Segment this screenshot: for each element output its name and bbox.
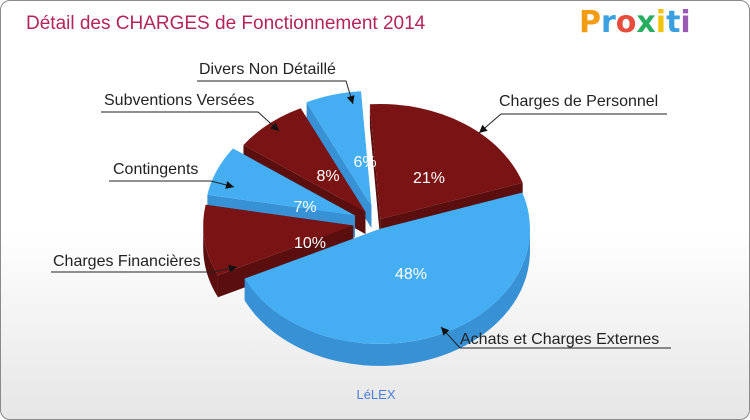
arrow-head xyxy=(228,264,237,273)
percent-label: 6% xyxy=(353,154,376,171)
arrow-head xyxy=(270,122,279,131)
slice-top xyxy=(203,204,354,276)
callout-label: Subventions Versées xyxy=(101,92,280,132)
arrow-head xyxy=(441,327,450,336)
category-label: Contingents xyxy=(113,161,198,178)
category-label: Achats et Charges Externes xyxy=(460,331,659,348)
slice-side xyxy=(244,228,530,366)
percent-label: 7% xyxy=(293,199,316,216)
percent-label: 10% xyxy=(294,235,326,252)
percent-label: 48% xyxy=(395,266,427,283)
callout-label: Charges Financières xyxy=(51,253,238,273)
leader-line xyxy=(197,80,354,105)
callout-label: Achats et Charges Externes xyxy=(440,326,671,349)
slice-top xyxy=(243,108,366,212)
logo-letter: r xyxy=(601,5,616,40)
arrow-head xyxy=(225,181,234,189)
arrow-head xyxy=(346,95,355,104)
slice-achats-charges-externes[interactable] xyxy=(244,192,530,366)
slice-cut-face xyxy=(369,104,381,242)
leader-line xyxy=(51,266,238,273)
category-label: Charges de Personnel xyxy=(499,93,658,110)
logo-letter: x xyxy=(636,5,656,40)
logo-letter: i xyxy=(655,5,667,40)
leader-line xyxy=(440,326,671,349)
commune-label: LéLEX xyxy=(356,387,396,402)
leader-line xyxy=(478,113,667,134)
logo-letter: o xyxy=(615,5,637,40)
logo-letter: t xyxy=(666,5,681,40)
slice-top xyxy=(207,148,355,216)
percent-label: 8% xyxy=(316,168,339,185)
logo-letter: i xyxy=(680,5,691,40)
callout-label: Divers Non Détaillé xyxy=(197,61,355,105)
proxiti-logo[interactable]: Proxiti xyxy=(579,5,691,40)
slice-side xyxy=(203,225,218,298)
slice-top xyxy=(306,91,372,206)
chart-title: Détail des CHARGES de Fonctionnement 201… xyxy=(26,13,426,34)
category-label: Subventions Versées xyxy=(104,92,254,109)
percent-label: 21% xyxy=(413,170,445,187)
callout-label: Charges de Personnel xyxy=(478,93,667,134)
category-label: Charges Financières xyxy=(53,253,201,270)
arrow-head xyxy=(479,124,488,133)
slice-top xyxy=(369,104,523,220)
leader-line xyxy=(101,111,280,132)
category-label: Divers Non Détaillé xyxy=(199,61,336,78)
slice-top xyxy=(244,192,530,344)
callout-label: Contingents xyxy=(109,161,235,189)
logo-letter: P xyxy=(579,5,601,40)
